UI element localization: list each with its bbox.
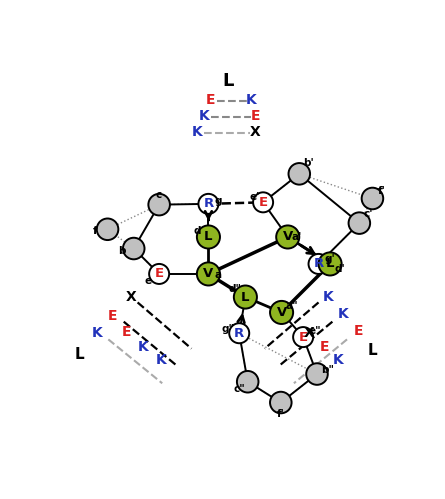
Circle shape — [270, 301, 293, 324]
Text: L: L — [75, 346, 85, 361]
Text: e": e" — [308, 326, 321, 336]
Text: f': f' — [378, 186, 386, 196]
Circle shape — [149, 264, 169, 284]
Text: K: K — [199, 109, 210, 123]
Text: K: K — [333, 353, 344, 367]
Circle shape — [198, 194, 218, 214]
Circle shape — [270, 392, 291, 413]
Circle shape — [319, 252, 342, 275]
Circle shape — [308, 254, 328, 274]
Text: R: R — [313, 257, 324, 270]
Text: L: L — [204, 231, 213, 244]
Text: g": g" — [222, 324, 235, 334]
Text: d: d — [194, 226, 202, 236]
Circle shape — [123, 238, 145, 259]
Text: a': a' — [292, 232, 302, 242]
Text: E: E — [154, 267, 164, 280]
Text: R: R — [203, 198, 214, 211]
Text: R: R — [234, 327, 244, 340]
Text: a: a — [215, 270, 222, 280]
Circle shape — [237, 371, 259, 393]
Text: E: E — [107, 308, 117, 322]
Text: c': c' — [364, 209, 373, 219]
Circle shape — [288, 163, 310, 185]
Text: e: e — [144, 276, 151, 286]
Circle shape — [229, 323, 249, 343]
Text: g': g' — [325, 253, 336, 263]
Text: E: E — [299, 330, 307, 344]
Text: K: K — [138, 340, 148, 354]
Text: g: g — [214, 196, 222, 206]
Text: c: c — [155, 191, 162, 201]
Text: L: L — [368, 343, 377, 358]
Circle shape — [306, 363, 328, 385]
Circle shape — [362, 188, 383, 209]
Circle shape — [97, 219, 118, 240]
Text: X: X — [304, 326, 315, 340]
Text: f: f — [93, 226, 97, 236]
Text: K: K — [155, 353, 166, 367]
Text: K: K — [245, 93, 256, 107]
Text: f': f' — [277, 409, 285, 419]
Text: L: L — [222, 72, 233, 90]
Text: b': b' — [303, 158, 314, 168]
Text: E: E — [206, 93, 215, 107]
Circle shape — [293, 327, 313, 347]
Text: K: K — [338, 307, 348, 321]
Text: K: K — [191, 125, 202, 139]
Text: L: L — [241, 290, 250, 303]
Text: V: V — [276, 306, 287, 319]
Text: E: E — [320, 340, 329, 354]
Text: X: X — [125, 290, 136, 304]
Circle shape — [276, 226, 299, 249]
Text: d": d" — [229, 284, 242, 294]
Text: E: E — [251, 109, 260, 123]
Circle shape — [253, 192, 273, 213]
Text: L: L — [326, 257, 334, 270]
Text: V: V — [203, 267, 214, 280]
Circle shape — [148, 194, 170, 216]
Circle shape — [234, 285, 257, 308]
Text: b": b" — [321, 365, 334, 375]
Text: e': e' — [250, 192, 260, 202]
Text: K: K — [323, 290, 333, 304]
Circle shape — [197, 226, 220, 249]
Text: E: E — [259, 196, 267, 209]
Text: d': d' — [335, 264, 345, 274]
Text: a": a" — [285, 301, 298, 311]
Text: E: E — [121, 325, 131, 339]
Circle shape — [197, 262, 220, 285]
Text: X: X — [249, 125, 260, 139]
Text: b: b — [117, 246, 125, 256]
Text: E: E — [354, 324, 363, 338]
Text: c": c" — [233, 384, 245, 394]
Text: K: K — [91, 326, 102, 340]
Circle shape — [348, 213, 370, 234]
Text: V: V — [283, 231, 293, 244]
